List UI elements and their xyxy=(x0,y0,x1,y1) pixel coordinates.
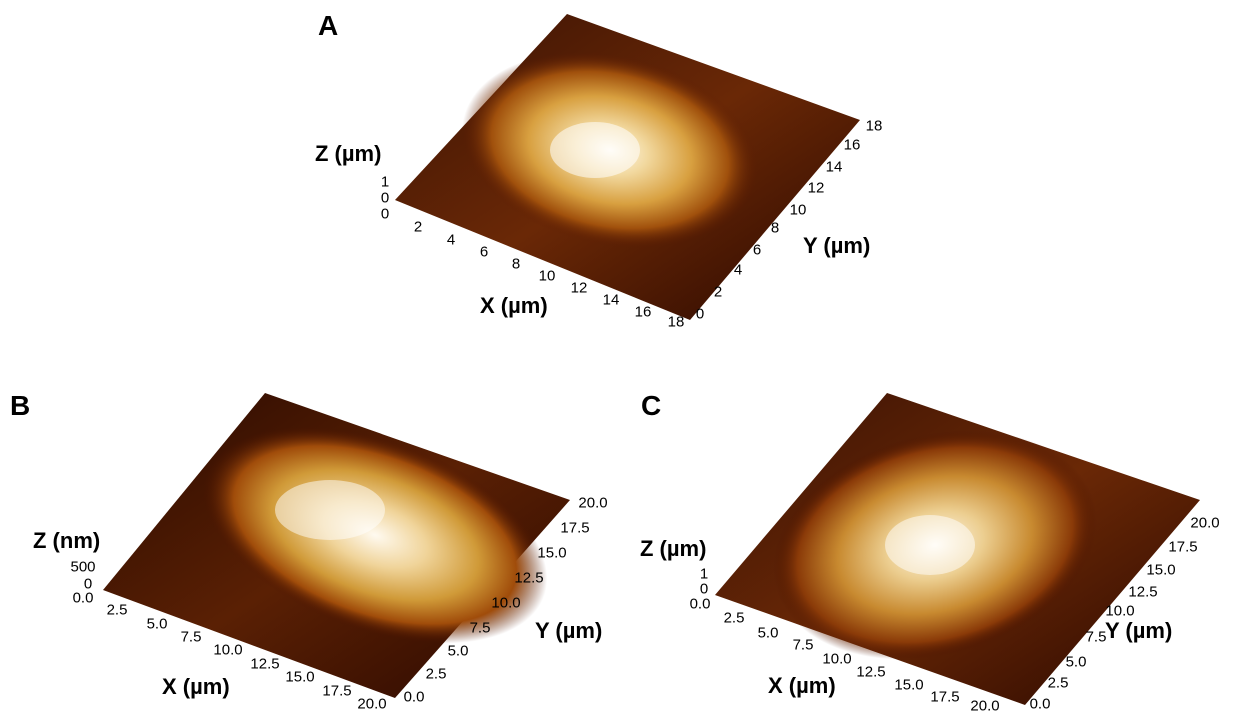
z-tick: 0 xyxy=(380,189,390,207)
y-tick: 17.5 xyxy=(1168,538,1198,556)
panel-label-b: B xyxy=(10,390,31,421)
x-tick: 2 xyxy=(413,218,423,236)
x-tick: 17.5 xyxy=(930,688,960,706)
z-tick: 0 xyxy=(699,580,709,598)
x-tick: 15.0 xyxy=(285,668,315,686)
y-tick: 7.5 xyxy=(469,619,491,637)
x-tick: 4 xyxy=(446,231,456,249)
z-tick: 1 xyxy=(699,565,709,583)
y-tick: 5.0 xyxy=(1065,653,1087,671)
z-axis-title-b: Z (nm) xyxy=(33,528,101,553)
y-tick: 17.5 xyxy=(560,519,590,537)
y-tick: 20.0 xyxy=(578,494,608,512)
y-tick: 12 xyxy=(807,179,825,197)
x-tick: 6 xyxy=(479,243,489,261)
y-tick: 15.0 xyxy=(1146,561,1176,579)
panel-label-c: C xyxy=(641,390,662,421)
x-tick: 2.5 xyxy=(106,601,128,619)
y-tick: 12.5 xyxy=(514,569,544,587)
y-tick: 10 xyxy=(789,201,807,219)
y-tick: 6 xyxy=(752,241,762,259)
x-tick: 16 xyxy=(634,303,652,321)
x-axis-title-a: X (µm) xyxy=(480,293,548,318)
y-tick: 0.0 xyxy=(403,688,425,706)
x-tick: 10 xyxy=(538,267,556,285)
x-tick: 10.0 xyxy=(213,641,243,659)
y-tick: 20.0 xyxy=(1190,514,1220,532)
y-axis-title-c: Y (µm) xyxy=(1105,618,1173,643)
z-tick: 1 xyxy=(380,173,390,191)
z-tick: 0 xyxy=(83,575,93,593)
z-tick: 0.0 xyxy=(72,589,94,607)
z-tick: 0.0 xyxy=(689,595,711,613)
y-tick: 2 xyxy=(713,283,723,301)
y-tick: 2.5 xyxy=(1047,674,1069,692)
x-tick: 15.0 xyxy=(894,676,924,694)
y-tick: 15.0 xyxy=(537,544,567,562)
y-tick: 2.5 xyxy=(425,665,447,683)
y-tick: 14 xyxy=(825,158,843,176)
y-tick: 0.0 xyxy=(1029,695,1051,713)
x-axis-title-c: X (µm) xyxy=(768,673,836,698)
panel-label-a: A xyxy=(318,10,339,41)
x-tick: 18 xyxy=(667,313,685,331)
z-tick: 500 xyxy=(70,558,96,576)
x-tick: 8 xyxy=(511,255,521,273)
x-tick: 12.5 xyxy=(250,655,280,673)
y-tick: 10.0 xyxy=(491,594,521,612)
y-tick: 4 xyxy=(733,261,743,279)
x-axis-title-b: X (µm) xyxy=(162,674,230,699)
x-tick: 2.5 xyxy=(723,609,745,627)
x-tick: 5.0 xyxy=(146,615,168,633)
x-tick: 20.0 xyxy=(357,695,387,713)
y-tick: 16 xyxy=(843,136,861,154)
y-tick: 0 xyxy=(695,305,705,323)
x-tick: 5.0 xyxy=(757,624,779,642)
x-tick: 14 xyxy=(602,291,620,309)
y-tick: 7.5 xyxy=(1085,628,1107,646)
x-tick: 10.0 xyxy=(822,650,852,668)
x-tick: 20.0 xyxy=(970,697,1000,715)
y-tick: 8 xyxy=(770,219,780,237)
y-tick: 10.0 xyxy=(1105,602,1135,620)
y-axis-title-b: Y (µm) xyxy=(535,618,603,643)
x-tick: 7.5 xyxy=(180,628,202,646)
z-axis-title-c: Z (µm) xyxy=(640,536,707,561)
y-tick: 12.5 xyxy=(1128,583,1158,601)
z-axis-title-a: Z (µm) xyxy=(315,141,382,166)
x-tick: 12.5 xyxy=(856,663,886,681)
z-tick: 0 xyxy=(380,205,390,223)
x-tick: 7.5 xyxy=(792,636,814,654)
y-axis-title-a: Y (µm) xyxy=(803,233,871,258)
y-tick: 18 xyxy=(865,117,883,135)
x-tick: 12 xyxy=(570,279,588,297)
x-tick: 17.5 xyxy=(322,682,352,700)
y-tick: 5.0 xyxy=(447,642,469,660)
